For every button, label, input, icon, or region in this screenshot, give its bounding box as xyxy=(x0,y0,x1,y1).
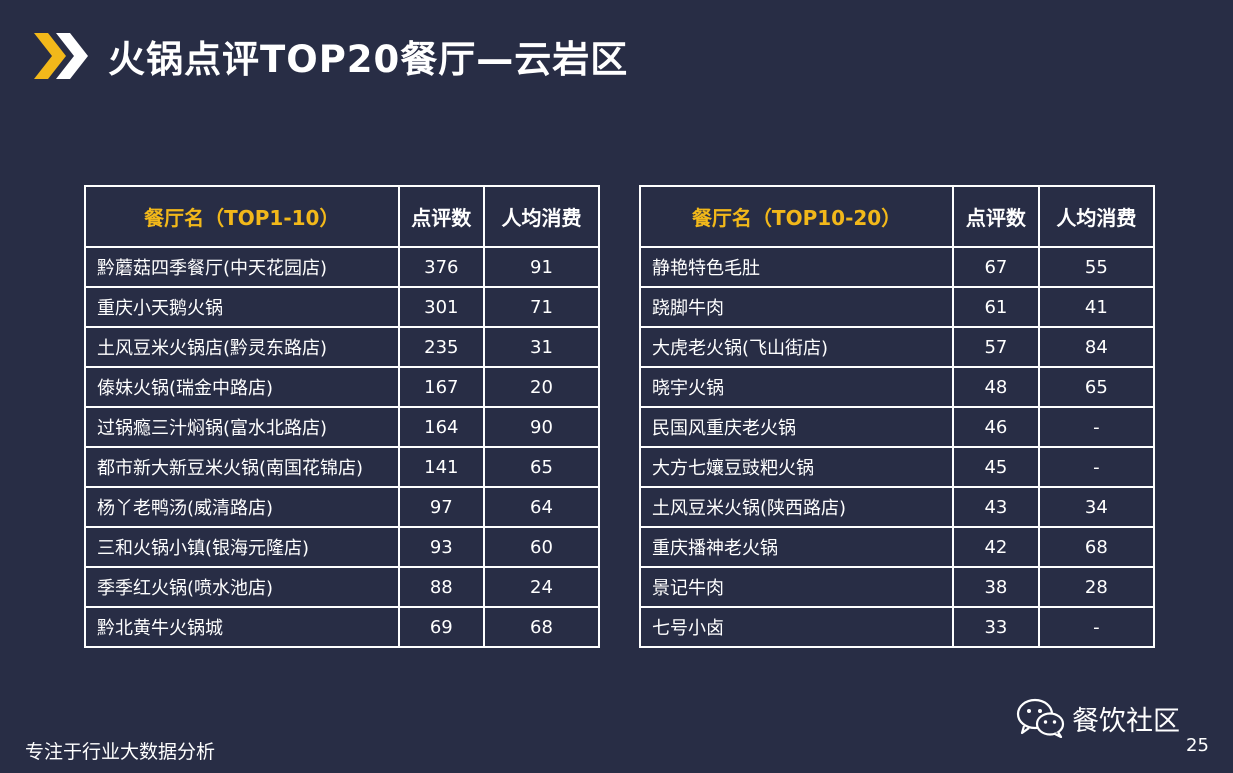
table-row: 景记牛肉 38 28 xyxy=(638,566,1156,608)
avg-spend: 68 xyxy=(483,606,600,648)
review-count: 43 xyxy=(952,486,1040,528)
review-count: 57 xyxy=(952,326,1040,368)
table-row: 过锅瘾三汁焖锅(富水北路店) 164 90 xyxy=(84,406,600,448)
restaurant-name: 重庆小天鹅火锅 xyxy=(84,286,400,328)
table-row: 民国风重庆老火锅 46- xyxy=(638,406,1156,448)
double-chevron-icon xyxy=(34,33,88,79)
review-count: 301 xyxy=(397,286,486,328)
avg-spend: 64 xyxy=(483,486,600,528)
avg-spend: 68 xyxy=(1037,526,1156,568)
avg-spend: 28 xyxy=(1037,566,1156,608)
ranking-table-top1-10: 餐厅名（TOP1-10） 点评数 人均消费 黔蘑菇四季餐厅(中天花园店) 376 9… xyxy=(84,185,600,648)
brand-logo: 餐饮社区 xyxy=(1016,698,1180,738)
table-row: 晓宇火锅 48 65 xyxy=(638,366,1156,408)
table-row: 大虎老火锅(飞山街店) 57 84 xyxy=(638,326,1156,368)
table-header-row: 餐厅名（TOP1-10） 点评数 人均消费 xyxy=(84,185,600,248)
restaurant-name: 都市新大新豆米火锅(南国花锦店) xyxy=(84,446,400,488)
table-row: 傣妹火锅(瑞金中路店) 167 20 xyxy=(84,366,600,408)
avg-spend: 55 xyxy=(1037,246,1156,288)
restaurant-name: 三和火锅小镇(银海元隆店) xyxy=(84,526,400,568)
review-count: 33 xyxy=(952,606,1040,648)
column-header-reviews: 点评数 xyxy=(952,185,1040,248)
restaurant-name: 七号小卤 xyxy=(638,606,955,648)
avg-spend: 34 xyxy=(1037,486,1156,528)
column-header-name: 餐厅名（TOP1-10） xyxy=(84,185,400,248)
review-count: 48 xyxy=(952,366,1040,408)
restaurant-name: 民国风重庆老火锅 xyxy=(638,406,955,448)
column-header-name: 餐厅名（TOP10-20） xyxy=(638,185,955,248)
restaurant-name: 杨丫老鸭汤(威清路店) xyxy=(84,486,400,528)
wechat-icon xyxy=(1016,698,1065,738)
table-row: 杨丫老鸭汤(威清路店) 97 64 xyxy=(84,486,600,528)
review-count: 235 xyxy=(397,326,486,368)
brand-name: 餐饮社区 xyxy=(1072,705,1180,737)
avg-spend: 24 xyxy=(483,566,600,608)
column-header-price: 人均消费 xyxy=(1037,185,1156,248)
ranking-table-top10-20: 餐厅名（TOP10-20） 点评数 人均消费 静艳特色毛肚 67 55 跷脚牛肉 61… xyxy=(638,185,1156,648)
avg-spend: 65 xyxy=(483,446,600,488)
avg-spend: 71 xyxy=(483,286,600,328)
avg-spend: - xyxy=(1037,406,1156,448)
avg-spend: 60 xyxy=(483,526,600,568)
restaurant-name: 过锅瘾三汁焖锅(富水北路店) xyxy=(84,406,400,448)
review-count: 61 xyxy=(952,286,1040,328)
restaurant-name: 黔北黄牛火锅城 xyxy=(84,606,400,648)
table-row: 静艳特色毛肚 67 55 xyxy=(638,246,1156,288)
avg-spend: 41 xyxy=(1037,286,1156,328)
review-count: 45 xyxy=(952,446,1040,488)
review-count: 164 xyxy=(397,406,486,448)
restaurant-name: 晓宇火锅 xyxy=(638,366,955,408)
avg-spend: 84 xyxy=(1037,326,1156,368)
review-count: 69 xyxy=(397,606,486,648)
restaurant-name: 景记牛肉 xyxy=(638,566,955,608)
restaurant-name: 季季红火锅(喷水池店) xyxy=(84,566,400,608)
column-header-reviews: 点评数 xyxy=(397,185,486,248)
avg-spend: 91 xyxy=(483,246,600,288)
review-count: 42 xyxy=(952,526,1040,568)
restaurant-name: 跷脚牛肉 xyxy=(638,286,955,328)
restaurant-name: 土风豆米火锅(陕西路店) xyxy=(638,486,955,528)
page-number: 25 xyxy=(1186,735,1209,756)
restaurant-name: 傣妹火锅(瑞金中路店) xyxy=(84,366,400,408)
restaurant-name: 静艳特色毛肚 xyxy=(638,246,955,288)
table-row: 跷脚牛肉 61 41 xyxy=(638,286,1156,328)
footer-tagline: 专注于行业大数据分析 xyxy=(25,741,216,763)
table-row: 重庆播神老火锅 42 68 xyxy=(638,526,1156,568)
restaurant-name: 大方七孃豆豉粑火锅 xyxy=(638,446,955,488)
slide-title: 火锅点评TOP20餐厅—云岩区 xyxy=(108,38,629,81)
title-bar: 火锅点评TOP20餐厅—云岩区 xyxy=(34,30,628,82)
table-row: 季季红火锅(喷水池店) 88 24 xyxy=(84,566,600,608)
review-count: 38 xyxy=(952,566,1040,608)
review-count: 141 xyxy=(397,446,486,488)
table-row: 都市新大新豆米火锅(南国花锦店) 141 65 xyxy=(84,446,600,488)
avg-spend: 20 xyxy=(483,366,600,408)
table-row: 重庆小天鹅火锅 301 71 xyxy=(84,286,600,328)
restaurant-name: 土风豆米火锅店(黔灵东路店) xyxy=(84,326,400,368)
table-row: 三和火锅小镇(银海元隆店) 93 60 xyxy=(84,526,600,568)
restaurant-name: 大虎老火锅(飞山街店) xyxy=(638,326,955,368)
restaurant-name: 重庆播神老火锅 xyxy=(638,526,955,568)
table-row: 黔北黄牛火锅城 69 68 xyxy=(84,606,600,648)
column-header-price: 人均消费 xyxy=(483,185,600,248)
avg-spend: - xyxy=(1037,606,1156,648)
avg-spend: 90 xyxy=(483,406,600,448)
review-count: 97 xyxy=(397,486,486,528)
review-count: 93 xyxy=(397,526,486,568)
avg-spend: 65 xyxy=(1037,366,1156,408)
avg-spend: 31 xyxy=(483,326,600,368)
table-row: 土风豆米火锅(陕西路店) 43 34 xyxy=(638,486,1156,528)
review-count: 46 xyxy=(952,406,1040,448)
review-count: 88 xyxy=(397,566,486,608)
table-header-row: 餐厅名（TOP10-20） 点评数 人均消费 xyxy=(638,185,1156,248)
table-row: 大方七孃豆豉粑火锅 45- xyxy=(638,446,1156,488)
table-row: 七号小卤 33- xyxy=(638,606,1156,648)
review-count: 376 xyxy=(397,246,486,288)
restaurant-name: 黔蘑菇四季餐厅(中天花园店) xyxy=(84,246,400,288)
table-row: 土风豆米火锅店(黔灵东路店) 235 31 xyxy=(84,326,600,368)
review-count: 67 xyxy=(952,246,1040,288)
table-row: 黔蘑菇四季餐厅(中天花园店) 376 91 xyxy=(84,246,600,288)
review-count: 167 xyxy=(397,366,486,408)
avg-spend: - xyxy=(1037,446,1156,488)
